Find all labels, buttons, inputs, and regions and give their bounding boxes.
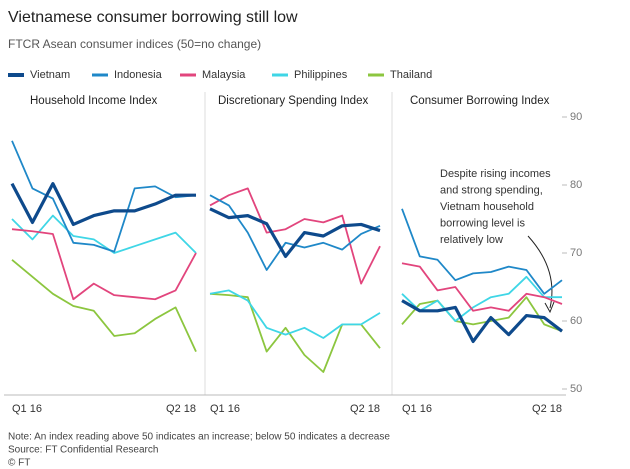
y-tick-label: 50 bbox=[570, 383, 582, 395]
x-tick-label: Q1 16 bbox=[402, 403, 432, 415]
series-line bbox=[401, 296, 563, 333]
series-line bbox=[401, 262, 563, 312]
series-line bbox=[209, 292, 381, 373]
series-line bbox=[11, 214, 197, 254]
x-tick-label: Q2 18 bbox=[166, 403, 196, 415]
legend-label: Malaysia bbox=[202, 69, 246, 81]
series-line bbox=[11, 228, 197, 301]
x-tick-label: Q1 16 bbox=[210, 403, 240, 415]
note: Source: FT Confidential Research bbox=[8, 445, 158, 456]
note: © FT bbox=[8, 458, 30, 469]
x-tick-label: Q2 18 bbox=[350, 403, 380, 415]
annotation: and strong spending, bbox=[440, 184, 543, 196]
y-tick-label: 70 bbox=[570, 247, 582, 259]
annotation: relatively low bbox=[440, 234, 503, 246]
annotation-arrowhead bbox=[544, 301, 555, 314]
legend-label: Philippines bbox=[294, 69, 348, 81]
chart-subtitle: FTCR Asean consumer indices (50=no chang… bbox=[8, 37, 261, 51]
series-line bbox=[209, 289, 381, 339]
series-line bbox=[11, 140, 197, 253]
annotation: Despite rising incomes bbox=[440, 168, 551, 180]
series-line bbox=[401, 208, 563, 295]
series-line bbox=[209, 207, 381, 258]
panel-title: Consumer Borrowing Index bbox=[410, 95, 550, 107]
chart-title: Vietnamese consumer borrowing still low bbox=[8, 9, 298, 26]
x-tick-label: Q2 18 bbox=[532, 403, 562, 415]
x-tick-label: Q1 16 bbox=[12, 403, 42, 415]
note: Note: An index reading above 50 indicate… bbox=[8, 432, 390, 443]
series-line bbox=[10, 182, 196, 227]
legend-label: Thailand bbox=[390, 69, 432, 81]
series-line bbox=[401, 275, 562, 322]
y-tick-label: 80 bbox=[570, 179, 582, 191]
series-line bbox=[209, 187, 381, 285]
series-line bbox=[11, 259, 197, 352]
panel-title: Discretionary Spending Index bbox=[218, 95, 368, 107]
panel-title: Household Income Index bbox=[30, 95, 157, 107]
y-tick-label: 60 bbox=[570, 315, 582, 327]
legend-label: Indonesia bbox=[114, 69, 163, 81]
legend-label: Vietnam bbox=[30, 69, 70, 81]
annotation: Vietnam household bbox=[440, 201, 534, 213]
y-tick-label: 90 bbox=[570, 111, 582, 123]
annotation: borrowing level is bbox=[440, 217, 525, 229]
series-line bbox=[401, 299, 563, 343]
